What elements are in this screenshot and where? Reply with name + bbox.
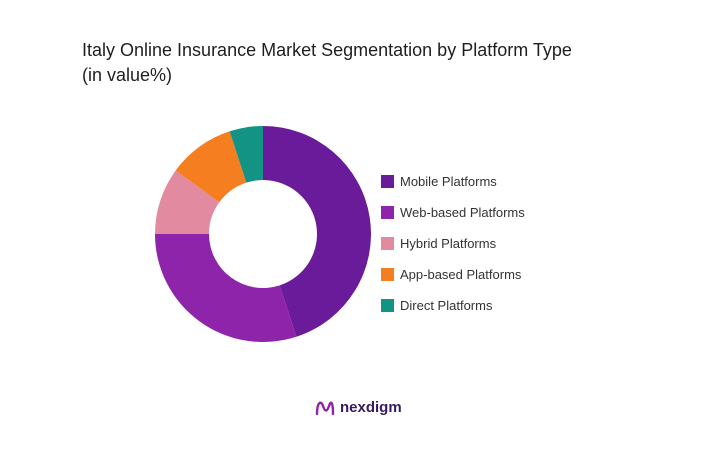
nexdigm-logo-icon xyxy=(315,401,335,416)
donut-slice-mobile-platforms xyxy=(263,126,371,337)
chart-title: Italy Online Insurance Market Segmentati… xyxy=(82,38,642,88)
donut-slice-web-based-platforms xyxy=(155,234,297,342)
legend-item-direct: Direct Platforms xyxy=(381,290,525,321)
donut-slice-direct-platforms xyxy=(229,126,263,183)
legend-swatch-direct xyxy=(381,299,394,312)
legend-label-mobile: Mobile Platforms xyxy=(400,174,497,189)
legend-swatch-app xyxy=(381,268,394,281)
legend-item-app: App-based Platforms xyxy=(381,259,525,290)
brand-name: nexdigm xyxy=(340,398,402,416)
chart-title-line-2: (in value%) xyxy=(82,65,173,85)
chart-legend: Mobile Platforms Web-based Platforms Hyb… xyxy=(381,166,525,321)
legend-label-app: App-based Platforms xyxy=(400,267,522,282)
legend-item-web: Web-based Platforms xyxy=(381,197,525,228)
legend-swatch-web xyxy=(381,206,394,219)
legend-swatch-hybrid xyxy=(381,237,394,250)
legend-item-hybrid: Hybrid Platforms xyxy=(381,228,525,259)
brand-logo: nexdigm xyxy=(315,398,402,416)
legend-swatch-mobile xyxy=(381,175,394,188)
legend-label-web: Web-based Platforms xyxy=(400,205,525,220)
legend-label-hybrid: Hybrid Platforms xyxy=(400,236,497,251)
chart-title-line-1: Italy Online Insurance Market Segmentati… xyxy=(82,40,572,60)
donut-slice-app-based-platforms xyxy=(175,131,247,203)
legend-label-direct: Direct Platforms xyxy=(400,298,493,313)
donut-slice-hybrid-platforms xyxy=(155,170,220,234)
legend-item-mobile: Mobile Platforms xyxy=(381,166,525,197)
